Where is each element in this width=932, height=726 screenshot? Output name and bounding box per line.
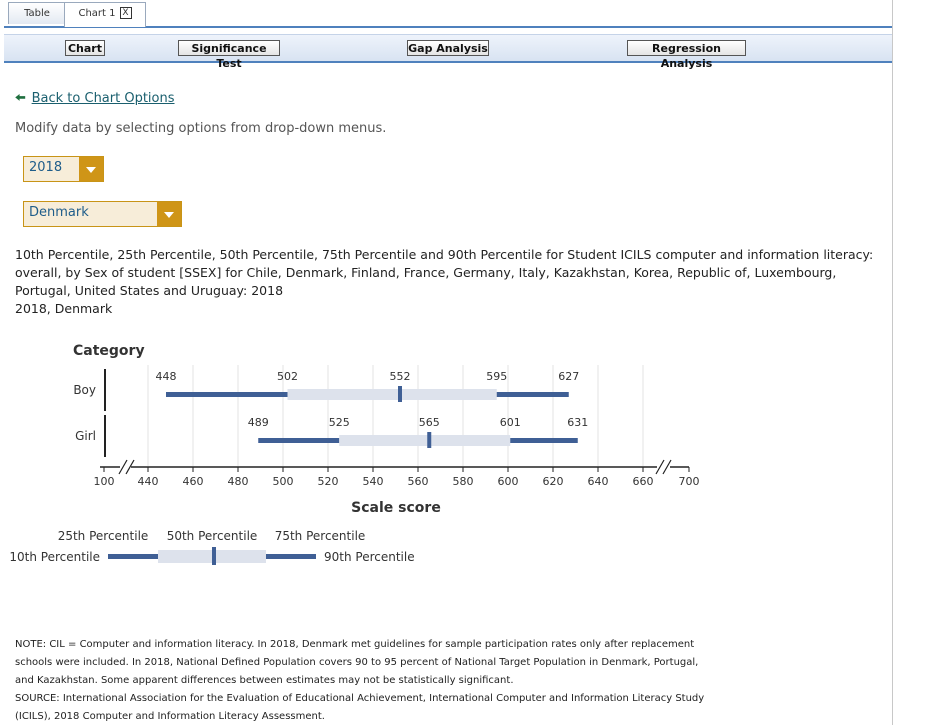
axis-break-mark (125, 459, 135, 475)
back-to-chart-options-link[interactable]: 🠨 Back to Chart Options (15, 89, 175, 111)
data-label: 565 (419, 416, 440, 429)
year-value: 2018 (29, 160, 63, 175)
back-link-label: Back to Chart Options (31, 91, 175, 106)
x-tick-label: 540 (363, 475, 384, 488)
data-label: 552 (390, 370, 411, 383)
data-label: 601 (500, 416, 521, 429)
notes-block: NOTE: CIL = Computer and information lit… (15, 636, 885, 726)
toolbar: Chart Significance Test Gap Analysis Reg… (4, 34, 892, 70)
legend-p75-label: 75th Percentile (275, 529, 366, 543)
legend-p25-label: 25th Percentile (58, 529, 149, 543)
legend-p90-label: 90th Percentile (324, 550, 415, 564)
significance-test-button[interactable]: Significance Test (178, 40, 280, 70)
country-dropdown[interactable]: Denmark (23, 201, 182, 227)
data-label: 525 (329, 416, 350, 429)
x-tick-label: 460 (183, 475, 204, 488)
median-marker (427, 432, 432, 448)
description-line: overall, by Sex of student [SSEX] for Ch… (15, 265, 837, 280)
category-label: Girl (75, 429, 96, 443)
note-line: SOURCE: International Association for th… (15, 693, 705, 704)
year-dropdown[interactable]: 2018 (23, 156, 104, 182)
axis-break-mark (655, 459, 665, 475)
x-tick-label: 560 (408, 475, 429, 488)
x-tick-label: 600 (498, 475, 519, 488)
x-tick-label: 660 (633, 475, 654, 488)
x-tick-label: 520 (318, 475, 339, 488)
x-tick-label: 100 (94, 475, 115, 488)
x-tick-label: 500 (273, 475, 294, 488)
legend-outer-swatch (266, 554, 316, 559)
close-tab-icon[interactable]: X (119, 7, 132, 19)
description-line: 10th Percentile, 25th Percentile, 50th P… (15, 247, 874, 262)
p75-p90-bar (510, 438, 578, 443)
data-label: 595 (486, 370, 507, 383)
legend-median-swatch (212, 547, 216, 565)
p25-p75-bar (287, 389, 497, 400)
x-tick-label: 640 (588, 475, 609, 488)
x-tick-label: 440 (138, 475, 159, 488)
arrow-left-icon: 🠨 (15, 91, 26, 106)
p75-p90-bar (496, 392, 569, 397)
p10-p25-bar (258, 438, 340, 443)
regression-analysis-button[interactable]: Regression Analysis (627, 40, 746, 70)
note-line: NOTE: CIL = Computer and information lit… (15, 639, 695, 650)
chevron-down-icon[interactable] (79, 157, 103, 181)
data-label: 627 (558, 370, 579, 383)
p10-p25-bar (166, 392, 288, 397)
p25-p75-bar (339, 435, 511, 446)
chart-description: 10th Percentile, 25th Percentile, 50th P… (15, 246, 875, 318)
x-tick-label: 700 (679, 475, 700, 488)
category-axis-title: Category (73, 343, 145, 359)
legend-outer-swatch (108, 554, 158, 559)
instructions-text: Modify data by selecting options from dr… (15, 121, 387, 136)
x-tick-label: 580 (453, 475, 474, 488)
tab-chart-label: Chart 1 (78, 8, 116, 19)
tab-table[interactable]: Table (8, 2, 66, 24)
note-line: schools were included. In 2018, National… (15, 657, 699, 668)
data-label: 631 (567, 416, 588, 429)
note-line: and Kazakhstan. Some apparent difference… (15, 675, 514, 686)
description-line: Portugal, United States and Uruguay: 201… (15, 283, 284, 298)
chart-button[interactable]: Chart (65, 40, 105, 56)
data-label: 448 (156, 370, 177, 383)
category-label: Boy (73, 383, 96, 397)
description-line: 2018, Denmark (15, 301, 113, 316)
x-tick-label: 480 (228, 475, 249, 488)
country-value: Denmark (29, 205, 89, 220)
x-axis-title: Scale score (351, 500, 441, 516)
legend-p50-label: 50th Percentile (167, 529, 258, 543)
data-label: 502 (277, 370, 298, 383)
gap-analysis-button[interactable]: Gap Analysis (407, 40, 489, 56)
note-line: (ICILS), 2018 Computer and Information L… (15, 711, 325, 722)
chevron-down-icon[interactable] (157, 202, 181, 226)
data-label: 489 (248, 416, 269, 429)
x-tick-label: 620 (543, 475, 564, 488)
percentile-chart: Category Boy Girl 448 502 552 595 627 489 525 565 6… (9, 343, 700, 565)
median-marker (398, 386, 402, 402)
tab-table-label: Table (24, 8, 50, 19)
legend-p10-label: 10th Percentile (9, 550, 100, 564)
axis-break-mark (662, 459, 672, 475)
axis-break-mark (118, 459, 128, 475)
